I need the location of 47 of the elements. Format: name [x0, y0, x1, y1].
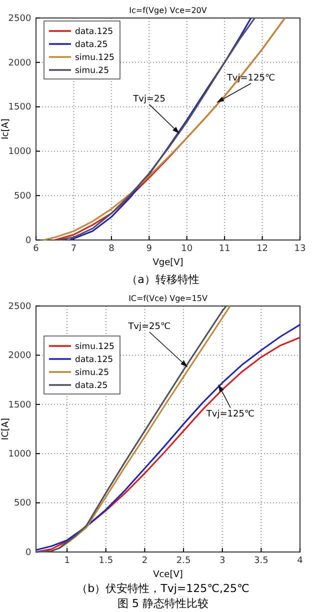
x-tick-label: 1.5 — [98, 556, 114, 566]
text: （b）伏安特性，Tvj=125℃,25℃ — [76, 582, 250, 595]
legend-label: simu.25 — [75, 368, 109, 378]
y-tick-label: 2000 — [8, 351, 32, 362]
x-tick-label: 13 — [294, 244, 306, 254]
chart-title: IC=f(Vce) Vge=15V — [128, 294, 208, 303]
x-tick-label: 7 — [70, 244, 77, 254]
x-tick-label: 12 — [256, 244, 268, 254]
legend-label: data.125 — [75, 355, 114, 365]
legend-label: simu.25 — [75, 66, 109, 76]
x-tick-label: 3 — [219, 556, 226, 566]
legend-label: data.125 — [75, 27, 114, 37]
x-tick-label: 6 — [33, 244, 40, 254]
y-tick-label: 2500 — [8, 14, 32, 24]
x-tick-label: 3.5 — [254, 556, 268, 566]
legend-label: simu.125 — [75, 53, 114, 63]
x-tick-label: 4 — [297, 556, 304, 566]
y-tick-label: 0 — [25, 548, 32, 558]
annotation: Tvj=25 — [132, 94, 166, 104]
chart-title: Ic=f(Vge) Vce=20V — [129, 6, 208, 15]
x-tick-label: 9 — [146, 244, 152, 254]
y-tick-label: 500 — [14, 191, 32, 202]
legend-label: data.25 — [75, 381, 108, 391]
y-tick-label: 1000 — [8, 449, 32, 460]
x-tick-label: 10 — [181, 244, 193, 254]
legend-label: data.25 — [75, 40, 108, 50]
x-tick-label: 2 — [142, 556, 148, 566]
x-axis-title: Vge[V] — [152, 258, 184, 268]
x-tick-label: 1 — [64, 556, 70, 566]
y-tick-label: 500 — [14, 498, 32, 509]
y-tick-label: 1500 — [8, 102, 32, 113]
x-tick-label: 8 — [108, 244, 115, 254]
annotation: Tvj=25℃ — [127, 322, 171, 332]
y-tick-label: 2500 — [8, 302, 32, 312]
legend-label: simu.125 — [75, 342, 114, 352]
y-tick-label: 0 — [25, 236, 32, 246]
x-axis-title: Vce[V] — [153, 570, 183, 580]
x-tick-label: 11 — [218, 244, 230, 254]
y-tick-label: 2000 — [8, 58, 32, 68]
caption: 图 5 静态特性比较 — [118, 597, 208, 610]
y-axis-title: IC[A] — [1, 418, 11, 440]
text: （a）转移特性 — [126, 273, 200, 286]
y-axis-title: Ic[A] — [1, 118, 11, 140]
x-tick-label: 2.5 — [176, 556, 191, 566]
annotation: Tvj=125℃ — [205, 410, 255, 420]
y-tick-label: 1000 — [8, 147, 32, 158]
y-tick-label: 1500 — [8, 400, 32, 410]
